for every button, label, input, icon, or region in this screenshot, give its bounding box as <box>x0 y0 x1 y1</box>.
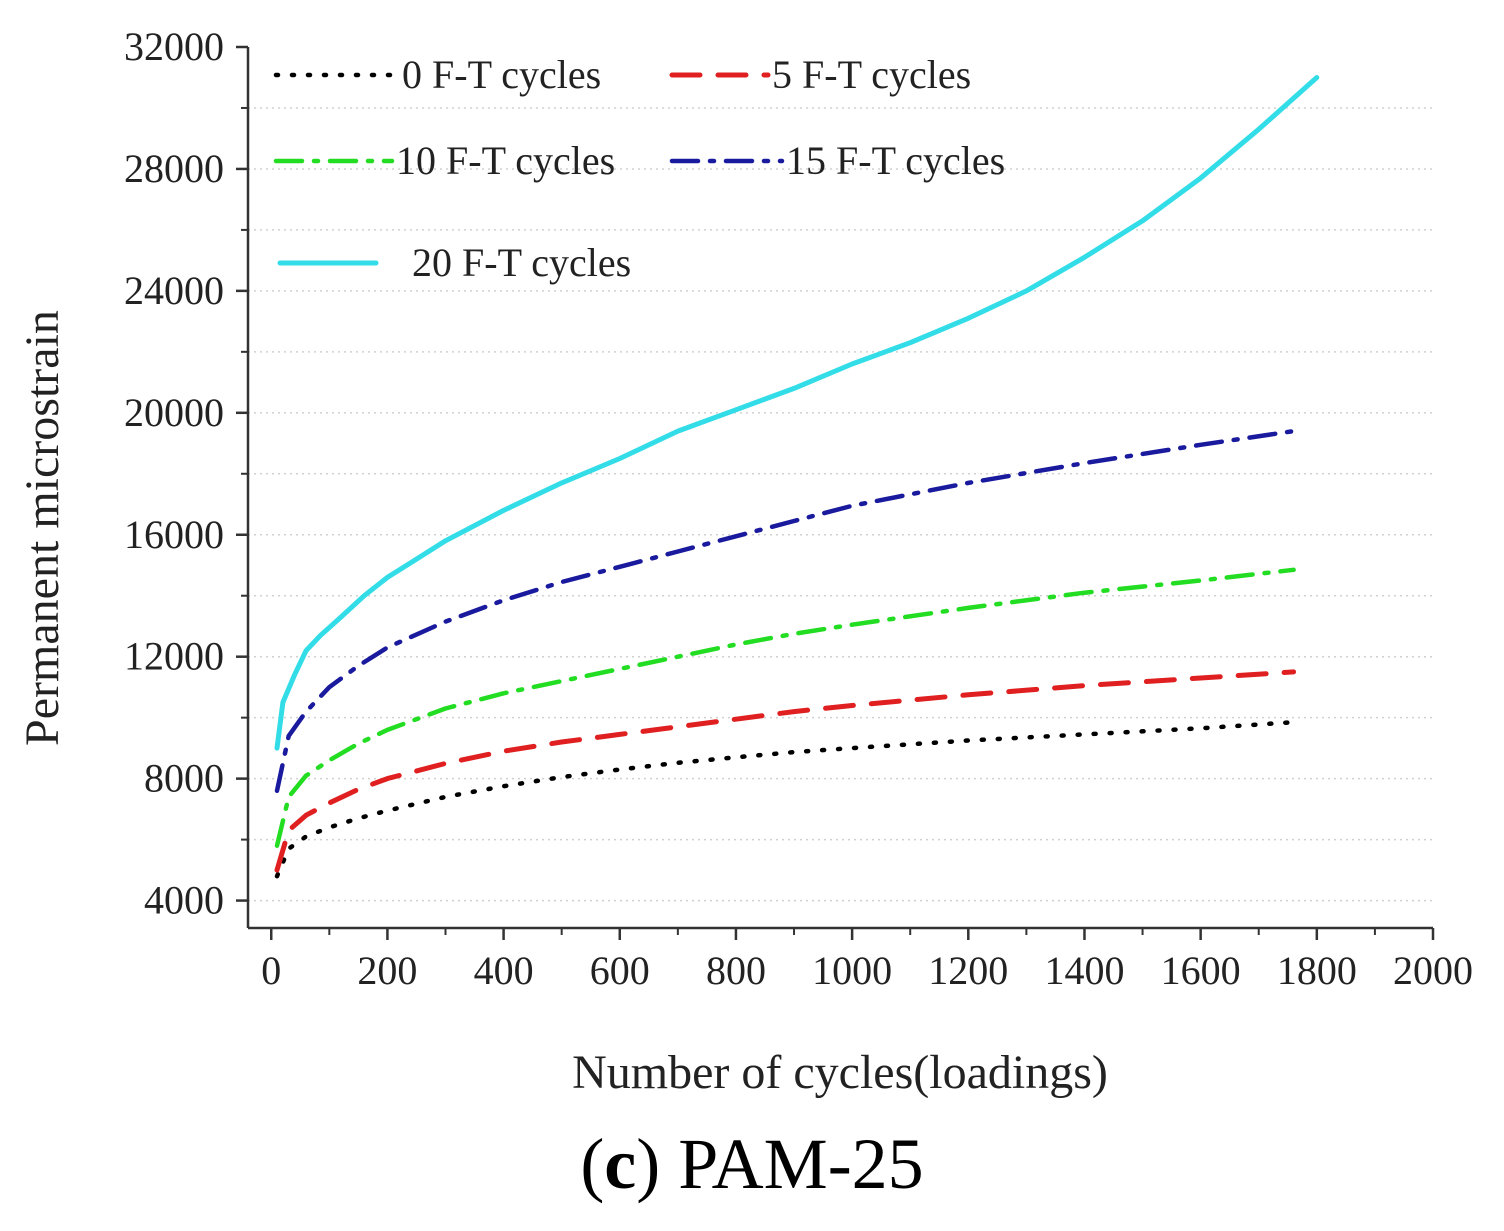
grid-lines <box>248 107 1433 902</box>
x-tick-label: 200 <box>357 948 417 993</box>
legend-label-1: 5 F-T cycles <box>772 52 971 97</box>
y-tick-label: 12000 <box>124 634 224 679</box>
caption-open-paren: ( <box>580 1124 604 1204</box>
legend-label-3: 15 F-T cycles <box>786 138 1005 183</box>
series-line-1 <box>274 669 1297 873</box>
axes: 4000 8000 12000 16000 20000 24000 28000 32000 0 2… <box>124 24 1473 993</box>
x-axis-title: Number of cycles(loadings) <box>572 1046 1108 1099</box>
y-tick-label: 24000 <box>124 268 224 313</box>
y-tick-label: 20000 <box>124 390 224 435</box>
y-tick-label: 28000 <box>124 146 224 191</box>
y-tick-label: 32000 <box>124 24 224 69</box>
x-tick-label: 2000 <box>1393 948 1473 993</box>
caption-letter: c <box>604 1124 636 1204</box>
caption-close-paren: ) <box>636 1124 660 1204</box>
x-tick-label: 1000 <box>812 948 892 993</box>
caption-text: PAM-25 <box>678 1124 923 1204</box>
series-line-3 <box>274 428 1296 794</box>
series-line-2 <box>274 567 1296 848</box>
x-tick-label: 1800 <box>1277 948 1357 993</box>
y-axis-title: Permanent microstrain <box>16 310 69 746</box>
figure-caption: (c) PAM-25 <box>580 1124 923 1204</box>
x-tick-label: 800 <box>706 948 766 993</box>
x-tick-label: 0 <box>261 948 281 993</box>
legend-label-0: 0 F-T cycles <box>402 52 601 97</box>
series-lines <box>274 75 1320 879</box>
legend: 0 F-T cycles 5 F-T cycles 10 F-T cycles 15 … <box>273 52 1005 285</box>
y-tick-label: 8000 <box>144 756 224 801</box>
legend-label-4: 20 F-T cycles <box>412 240 631 285</box>
legend-label-2: 10 F-T cycles <box>396 138 615 183</box>
series-line-0 <box>274 719 1296 879</box>
series-line-4 <box>274 75 1320 751</box>
y-tick-label: 16000 <box>124 512 224 557</box>
x-tick-label: 400 <box>474 948 534 993</box>
x-tick-label: 600 <box>590 948 650 993</box>
y-tick-label: 4000 <box>144 878 224 923</box>
x-tick-label: 1200 <box>928 948 1008 993</box>
x-tick-label: 1400 <box>1044 948 1124 993</box>
x-tick-label: 1600 <box>1161 948 1241 993</box>
